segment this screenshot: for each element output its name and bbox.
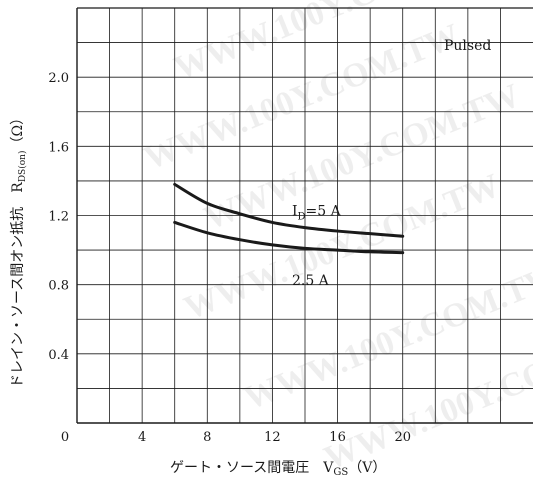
y-axis-label-text: ドレイン・ソース間オン抵抗 R [10,182,26,388]
series-label-1: 2.5 A [292,273,330,289]
x-tick-label: 0 [61,430,69,445]
x-tick-label: 20 [394,430,411,445]
y-tick-label: 0.4 [48,348,69,363]
series-line-0 [173,182,405,238]
y-axis-label-unit: （Ω） [10,111,26,151]
watermark-layer: WWW.100Y.COM.TWWWW.100Y.COM.TWWWW.100Y.C… [139,0,533,477]
y-tick-label: 0.8 [48,279,69,294]
series-layer: ID=5 A 2.5 A [173,182,405,289]
plot-frame [76,7,533,424]
grid [77,8,533,423]
x-tick-label: 16 [329,430,346,445]
y-axis-label-sub: DS(on) [17,151,28,183]
x-axis-label-text: ゲート・ソース間電圧 V [170,460,334,476]
x-tick-label: 4 [138,430,146,445]
y-axis-label: ドレイン・ソース間オン抵抗 RDS(on)（Ω） [10,111,28,388]
x-axis-label-sub: GS [333,467,348,477]
y-axis-ticks: 0.4 0.8 1.2 1.6 2.0 [48,71,69,363]
x-axis-ticks: 0 4 8 12 16 20 [61,430,411,445]
y-tick-label: 1.2 [48,210,69,225]
x-tick-label: 12 [264,430,281,445]
series-label-0: ID=5 A [292,204,342,223]
series-line-1 [173,220,405,255]
y-tick-label: 2.0 [48,71,69,86]
x-axis-label-unit: （V） [348,460,386,476]
x-tick-label: 8 [203,430,211,445]
pulsed-annotation: Pulsed [444,38,491,54]
y-tick-label: 1.6 [48,140,69,155]
x-axis-label: ゲート・ソース間電圧 VGS（V） [170,460,386,477]
